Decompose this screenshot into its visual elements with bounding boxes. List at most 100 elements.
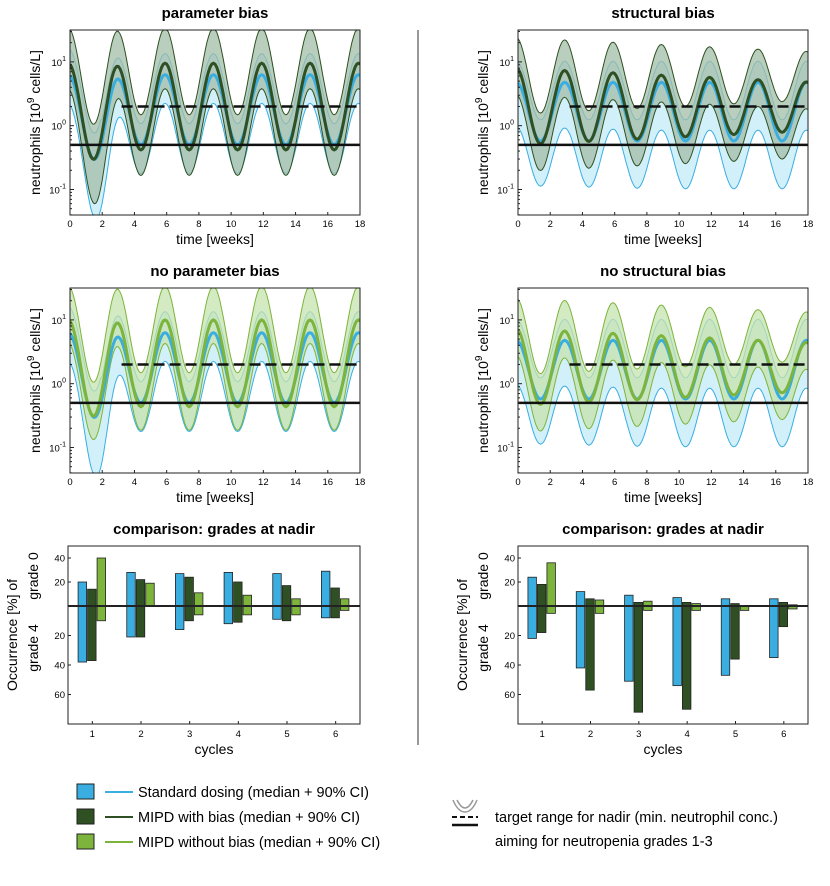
bar-grade4-with-bias: [537, 605, 547, 633]
grade4-frame: [517, 605, 809, 725]
bar-grade4-standard: [126, 605, 136, 638]
y-tick-label: 10-1: [49, 441, 66, 454]
bar-grade4-with-bias: [184, 605, 194, 622]
plot-area: [70, 30, 360, 215]
bar-grade0-standard: [527, 576, 537, 607]
bar-grade0-with-bias: [135, 579, 146, 607]
y-tick-base: 10: [500, 58, 511, 69]
bar-grade4-standard: [769, 605, 779, 659]
x-tick-label: 2: [100, 219, 105, 230]
y-tick-label: 101: [500, 314, 515, 327]
bar-grade0-standard: [223, 572, 233, 607]
grade0-frame: [67, 545, 361, 607]
x-tick-label: 12: [258, 219, 269, 230]
standard-median-line: [70, 73, 360, 162]
y-tick-label: 20: [54, 578, 65, 589]
x-axis-label: time [weeks]: [176, 231, 254, 247]
x-tick-label: 8: [644, 219, 649, 230]
bar-grade4-standard: [321, 605, 331, 619]
with-bias-median-line: [70, 61, 360, 161]
y-tick-exponent: 0: [510, 378, 514, 385]
bar-grade4-with-bias: [633, 605, 643, 713]
x-tick-label: 12: [706, 477, 717, 488]
y-axis-label-unit: cells/L]: [27, 50, 43, 97]
bar-grade4-with-bias: [87, 605, 97, 661]
x-tick-label: 4: [580, 477, 585, 488]
x-tick-label: 0: [515, 477, 520, 488]
y-tick-label: 40: [504, 661, 515, 672]
bar-grade4-with-bias: [233, 605, 243, 623]
y-axis-label: neutrophils [109 cells/L]: [26, 308, 43, 453]
x-tick-label: 16: [322, 477, 333, 488]
x-tick-label: 6: [333, 729, 338, 740]
y-tick-base: 10: [497, 185, 508, 196]
legend-with-bias-label: MIPD with bias (median + 90% CI): [138, 810, 360, 826]
grade4-label: grade 4: [25, 624, 41, 672]
y-tick-label: 60: [54, 690, 65, 701]
y-tick-label: 60: [504, 690, 515, 701]
y-axis-label-exponent: 9: [474, 97, 485, 103]
x-tick-label: 6: [612, 219, 617, 230]
y-axis-label-exponent: 9: [26, 97, 37, 103]
bar-grade0-standard: [624, 594, 634, 607]
y-tick-label: 101: [52, 56, 67, 69]
plot-area: [518, 298, 808, 448]
y-axis-label: neutrophils [109 cells/L]: [474, 308, 491, 453]
target-range-icon: [452, 799, 478, 827]
y-tick-base: 10: [52, 58, 63, 69]
panel-title: structural bias: [611, 5, 714, 22]
y-tick-base: 10: [500, 380, 511, 391]
bar-grade4-standard: [720, 605, 731, 676]
grade4-frame: [67, 605, 361, 725]
x-tick-label: 6: [164, 219, 169, 230]
y-tick-base: 10: [52, 316, 63, 327]
bar-chart-1: 1 2 3 4 5 6 20 40 20 40 60 comparison: grades at na…: [4, 521, 361, 757]
y-tick-base: 10: [49, 185, 60, 196]
y-tick-exponent: -1: [60, 441, 66, 448]
bar-grade4-without-bias: [594, 605, 605, 614]
y-tick-exponent: 0: [510, 120, 514, 127]
without-bias-median-line: [518, 328, 808, 406]
bar-grade0-with-bias: [585, 598, 595, 607]
x-tick-label: 8: [196, 477, 201, 488]
bar-chart-2: 1 2 3 4 5 6 20 40 20 40 60 comparison: grades at na…: [454, 521, 809, 757]
bar-grade0-standard: [575, 591, 586, 607]
without-bias-median-line: [70, 318, 360, 418]
x-tick-label: 14: [290, 477, 301, 488]
y-tick-label: 100: [500, 378, 515, 391]
bar-grade0-without-bias: [340, 598, 350, 607]
y-tick-exponent: 1: [510, 56, 514, 63]
axes-frame: [69, 287, 361, 474]
legend-target-label-2: aiming for neutropenia grades 1-3: [495, 834, 713, 850]
bar-grade4-with-bias: [135, 605, 146, 638]
y-tick-base: 10: [52, 380, 63, 391]
x-tick-label: 6: [164, 477, 169, 488]
x-tick-label: 3: [636, 729, 641, 740]
legend-standard-label: Standard dosing (median + 90% CI): [138, 785, 369, 801]
x-tick-label: 1: [540, 729, 545, 740]
x-tick-label: 0: [67, 219, 72, 230]
x-tick-label: 6: [612, 477, 617, 488]
bar-grade0-without-bias: [291, 598, 301, 607]
bar-grade0-with-bias: [233, 581, 243, 607]
y-axis-label: neutrophils [109 cells/L]: [474, 50, 491, 195]
y-tick-label: 101: [500, 56, 515, 69]
x-tick-label: 3: [187, 729, 192, 740]
y-tick-label: 10-1: [49, 183, 66, 196]
bar-grade0-with-bias: [184, 576, 194, 607]
bar-grade4-standard: [175, 605, 185, 631]
y-tick-base: 10: [497, 443, 508, 454]
x-tick-label: 2: [100, 477, 105, 488]
x-tick-label: 12: [258, 477, 269, 488]
legend-with-bias-swatch: [76, 808, 95, 825]
panel-title: no parameter bias: [150, 263, 279, 280]
bar-grade4-standard: [672, 605, 682, 687]
legend-without-bias-label: MIPD without bias (median + 90% CI): [138, 835, 380, 851]
bar-grade0-standard: [720, 598, 731, 607]
bar-grade4-standard: [77, 605, 87, 663]
bar-grade0-with-bias: [537, 584, 547, 607]
bar-grade4-with-bias: [330, 605, 340, 619]
bar-grade0-without-bias: [194, 592, 204, 607]
